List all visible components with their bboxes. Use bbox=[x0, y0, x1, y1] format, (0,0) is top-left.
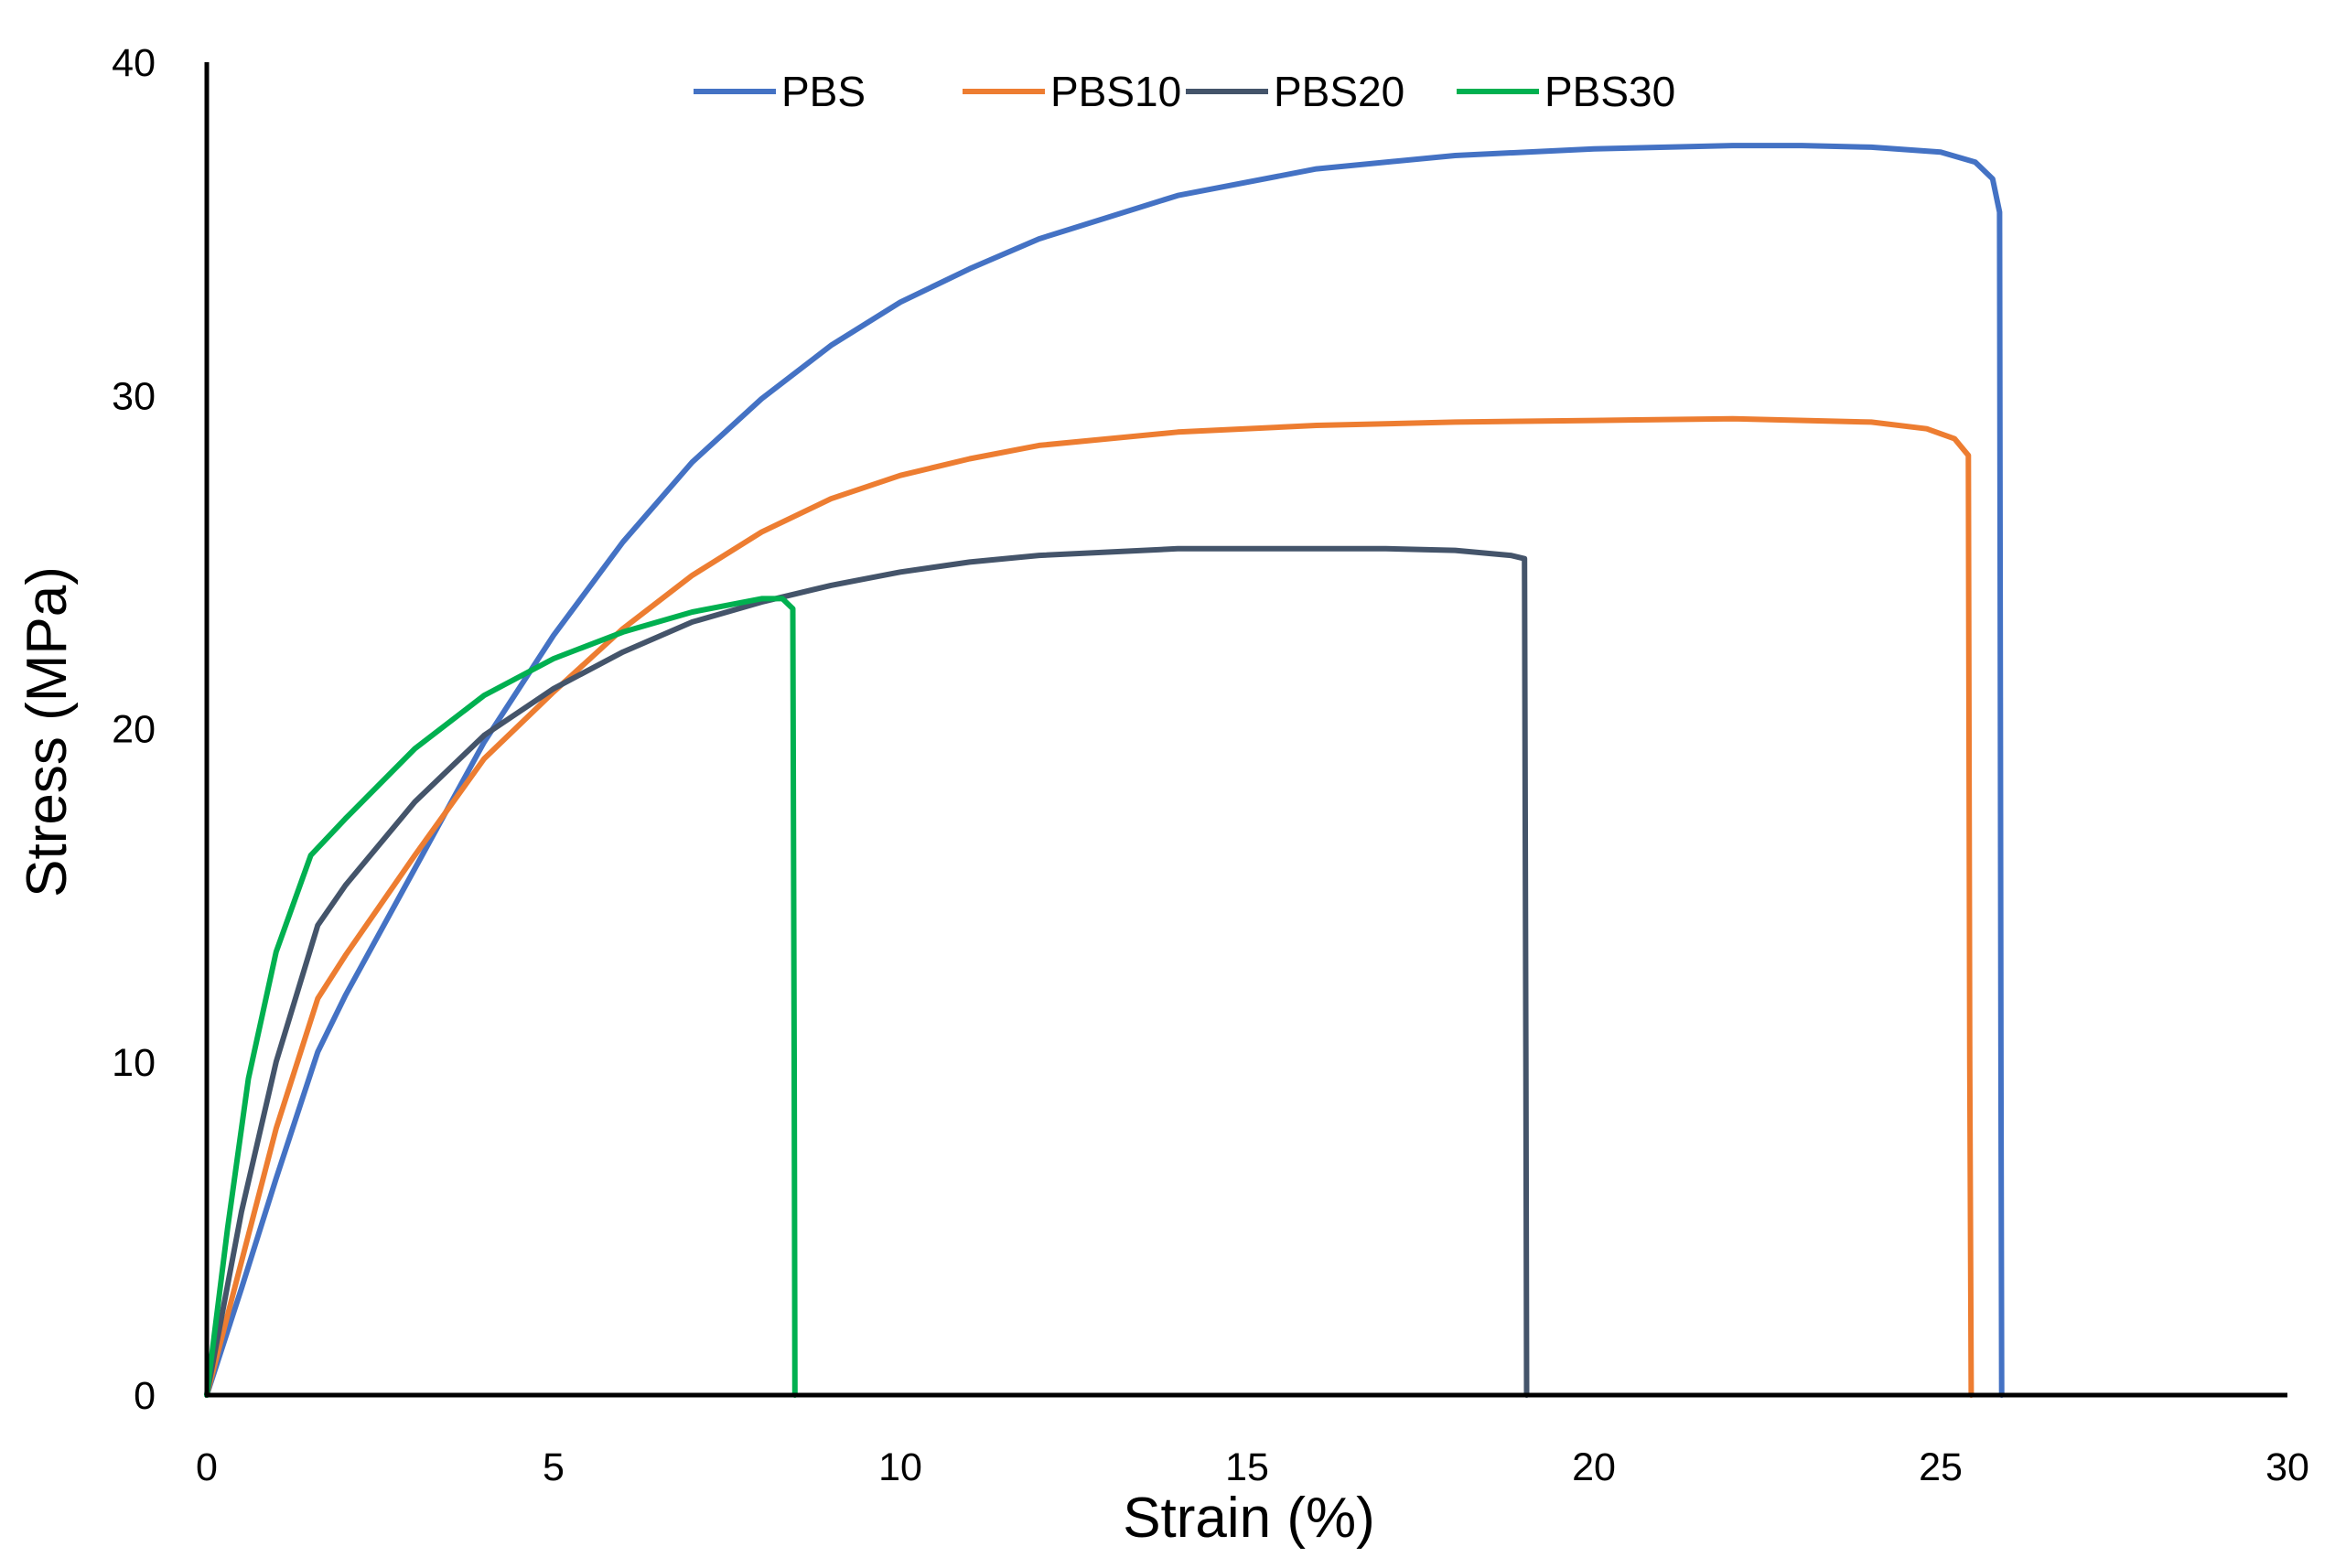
plot-area bbox=[204, 62, 2287, 1398]
x-tick-label: 5 bbox=[543, 1445, 565, 1489]
x-tick-label: 10 bbox=[878, 1445, 922, 1489]
legend-item-pbs30: PBS30 bbox=[1457, 68, 1675, 115]
y-axis-title: Stress (MPa) bbox=[16, 566, 79, 897]
x-tick-labels: 0 5 10 15 20 25 30 bbox=[196, 1445, 2309, 1489]
y-tick-label: 0 bbox=[134, 1374, 156, 1418]
x-tick-label: 0 bbox=[196, 1445, 218, 1489]
series-line-pbs30 bbox=[204, 596, 798, 1398]
legend-item-pbs10: PBS10 bbox=[963, 68, 1181, 115]
y-tick-label: 10 bbox=[112, 1041, 156, 1085]
series-line-pbs bbox=[204, 143, 2005, 1398]
legend-item-pbs: PBS bbox=[694, 68, 866, 115]
x-axis-title: Strain (%) bbox=[1123, 1487, 1375, 1550]
series-line-pbs10 bbox=[204, 415, 1975, 1398]
legend-label: PBS bbox=[781, 68, 866, 115]
x-tick-label: 20 bbox=[1572, 1445, 1616, 1489]
x-tick-label: 15 bbox=[1225, 1445, 1269, 1489]
legend-label: PBS10 bbox=[1050, 68, 1181, 115]
y-tick-labels: 0 10 20 30 40 bbox=[112, 41, 156, 1418]
series-group bbox=[204, 143, 2005, 1398]
y-tick-label: 40 bbox=[112, 41, 156, 85]
x-tick-label: 25 bbox=[1919, 1445, 1963, 1489]
y-tick-label: 20 bbox=[112, 708, 156, 752]
y-tick-label: 30 bbox=[112, 374, 156, 418]
legend-label: PBS20 bbox=[1274, 68, 1404, 115]
series-line-pbs20 bbox=[204, 545, 1530, 1398]
legend-label: PBS30 bbox=[1544, 68, 1675, 115]
legend-item-pbs20: PBS20 bbox=[1186, 68, 1404, 115]
legend: PBS PBS10 PBS20 PBS30 bbox=[694, 68, 1675, 115]
x-tick-label: 30 bbox=[2265, 1445, 2309, 1489]
